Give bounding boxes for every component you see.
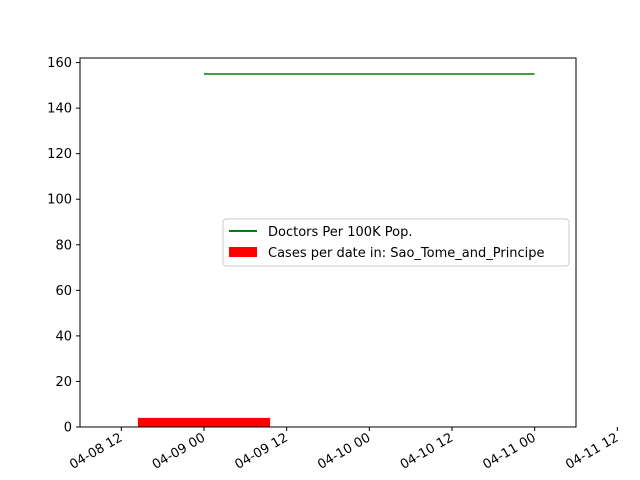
x-tick-label: 04-08 12 <box>67 430 125 472</box>
legend-label-doctors: Doctors Per 100K Pop. <box>268 225 412 240</box>
y-tick-label: 100 <box>47 193 72 208</box>
y-axis: 0 20 40 60 80 100 120 140 160 <box>47 56 80 436</box>
y-tick-label: 80 <box>55 238 72 253</box>
legend-box <box>222 218 570 267</box>
x-tick-label: 04-09 00 <box>150 430 208 472</box>
x-axis: 04-08 12 04-09 00 04-09 12 04-10 00 04-10 12… <box>67 427 621 473</box>
x-tick-label: 04-11 12 <box>563 430 621 472</box>
legend: Doctors Per 100K Pop. Cases per date in:… <box>222 218 570 267</box>
y-tick-label: 160 <box>47 56 72 71</box>
x-tick-label: 04-09 12 <box>233 430 291 472</box>
x-tick-label: 04-10 00 <box>315 430 373 472</box>
x-tick-label: 04-10 12 <box>398 430 456 472</box>
x-tick-label: 04-11 00 <box>481 430 539 472</box>
bars-layer <box>137 417 271 427</box>
y-tick-label: 40 <box>55 329 72 344</box>
y-tick-label: 120 <box>47 147 72 162</box>
bar-cases-0 <box>137 417 271 427</box>
y-tick-label: 60 <box>55 284 72 299</box>
plot-frame <box>79 57 577 428</box>
y-tick-label: 140 <box>47 102 72 117</box>
legend-swatch-cases <box>229 247 257 257</box>
y-tick-label: 0 <box>64 421 72 436</box>
y-tick-label: 20 <box>55 375 72 390</box>
legend-label-cases: Cases per date in: Sao_Tome_and_Principe <box>268 246 545 261</box>
